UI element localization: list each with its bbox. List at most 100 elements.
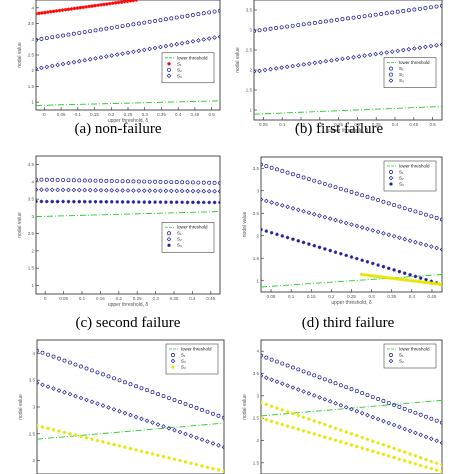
series-s₁-point (349, 190, 354, 194)
series-s₃-point (295, 62, 301, 68)
legend-swatch (166, 73, 172, 79)
y-tick-label: 2.5 (28, 53, 35, 58)
series-s₁-point (392, 202, 397, 207)
series-s₂-point (207, 10, 212, 15)
series-s₃-point (264, 402, 269, 407)
series-s₂-point (327, 216, 333, 221)
series-s₃-point (418, 455, 423, 460)
series-s₁-point (222, 415, 224, 420)
series-s₂-point (150, 420, 155, 425)
series-s₄-point (395, 277, 399, 281)
series-s₃-point (161, 454, 166, 459)
legend-entry: S₂ (181, 359, 186, 364)
legend-swatch (388, 175, 394, 181)
y-axis-label: nodal value (17, 212, 23, 238)
y-tick-label: 2 (256, 233, 259, 238)
series-s₃-point (39, 65, 44, 71)
series-s₄-point (383, 275, 388, 280)
series-s₄-point (409, 278, 414, 283)
series-s₄-point (413, 462, 418, 466)
series-s₁-point (161, 394, 166, 398)
series-s₁-point (264, 164, 269, 169)
series-s₃-point (211, 466, 215, 471)
series-s₂-point (301, 22, 306, 27)
series-s₃-point (196, 38, 201, 43)
series-s₃-point (413, 454, 418, 458)
series-s₄-point (381, 452, 386, 457)
series-s₂-point (370, 414, 376, 420)
panel-caption: (b) first failure (295, 121, 384, 137)
legend-swatch (389, 170, 393, 174)
series-s₁-point (90, 368, 94, 373)
series-s₁-point (102, 2, 106, 7)
series-s₁-point (128, 0, 133, 3)
panel-caption: (a) non-failure (74, 121, 161, 137)
legend-swatch (167, 62, 171, 66)
series-s₁-point (158, 179, 163, 184)
series-s₂-point (333, 217, 338, 223)
series-s₁-point (349, 387, 354, 392)
series-s₄-point (421, 280, 425, 284)
series-s₃-point (428, 43, 434, 49)
y-tick-label: 4 (31, 5, 34, 10)
x-tick-label: 0 (43, 112, 46, 117)
series-s₃-point (317, 420, 322, 425)
series-s₁-point (301, 175, 306, 180)
series-s₄-point (378, 275, 383, 279)
series-s₂-point (114, 188, 120, 193)
series-s₃-point (312, 60, 318, 66)
series-group (261, 162, 442, 288)
panel-4: 1 1.5 2 2.5 3 3.5 0.05 0.1 0.15 0.2 0.25 0.3 0.35 0.4… (242, 156, 443, 306)
x-tick-label: 0 (44, 296, 47, 301)
y-tick-label: 4 (32, 351, 35, 356)
series-s₄-point (418, 280, 423, 284)
series-s₄-point (339, 440, 343, 444)
series-s₂-point (161, 424, 166, 429)
series-s₁-point (117, 378, 122, 383)
series-s₄-point (333, 438, 338, 443)
series-s₁-point (36, 177, 38, 182)
series-s₄-point (296, 427, 301, 432)
series-s₃-point (418, 276, 423, 280)
series-s₃-point (356, 54, 362, 59)
series-s₂-point (155, 422, 161, 427)
series-s₂-point (218, 8, 220, 13)
series-s₁-point (370, 196, 375, 201)
x-tick-label: 0.45 (409, 122, 418, 127)
series-s₂-point (381, 418, 386, 424)
series-s₃-point (123, 445, 127, 449)
series-s₃-point (376, 263, 380, 267)
x-axis-label: upper threshold, δ (331, 300, 372, 306)
series-s₁-point (153, 179, 158, 184)
series-s₁-point (84, 5, 88, 9)
series-s₃-point (66, 199, 71, 204)
series-s₃-point (362, 53, 367, 58)
series-s₃-point (328, 424, 333, 429)
x-tick-label: 0.05 (267, 294, 276, 299)
series-s₃-point (95, 438, 100, 443)
series-s₂-point (269, 377, 274, 382)
series-s₂-point (312, 20, 317, 25)
series-s₃-point (312, 419, 317, 423)
series-s₄-point (440, 282, 442, 287)
series-group (36, 0, 220, 106)
series-s₁-point (196, 180, 201, 185)
series-s₁-point (306, 177, 311, 182)
series-s₄-point (371, 274, 376, 278)
series-s₄-point (370, 449, 375, 454)
series-s₃-point (323, 422, 327, 427)
series-s₃-point (39, 199, 44, 204)
series-s₃-point (370, 439, 375, 443)
series-s₁-point (434, 418, 439, 423)
series-s₃-point (290, 63, 296, 69)
series-s₃-point (158, 200, 163, 204)
series-s₃-point (120, 200, 125, 204)
series-s₃-point (101, 440, 105, 444)
series-s₄-point (414, 279, 418, 284)
series-s₃-point (125, 50, 131, 56)
y-tick-label: 3.5 (29, 378, 36, 383)
series-s₂-point (413, 239, 418, 245)
series-s₃-point (55, 199, 60, 204)
series-s₃-point (73, 433, 78, 437)
series-lower-threshold-line (261, 274, 442, 288)
